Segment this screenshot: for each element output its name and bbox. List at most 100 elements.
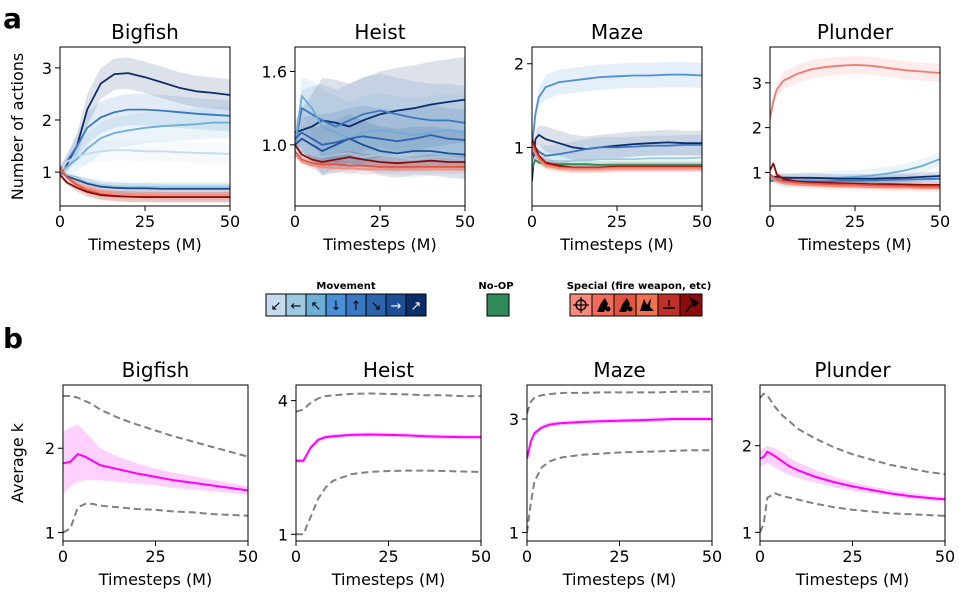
y-tick-label: 1 (42, 163, 52, 182)
legend-noop-swatch (486, 293, 510, 317)
panel-label-a: a (3, 2, 22, 35)
legend-movement-arrow: ↓ (331, 299, 342, 314)
explosion-icon (640, 298, 654, 311)
x-tick-label: 50 (471, 547, 491, 566)
x-tick-label: 0 (58, 547, 68, 566)
panel-label-b: b (3, 322, 23, 355)
series-line (295, 144, 465, 165)
series-line-min (296, 469, 481, 536)
x-axis-label: Timesteps (M) (562, 570, 676, 589)
chart-title: Maze (591, 20, 643, 44)
y-tick-label: 3 (752, 74, 762, 93)
series-band (532, 62, 702, 151)
x-tick-label: 50 (692, 212, 712, 231)
series-line (60, 121, 230, 173)
x-axis-label: Timesteps (M) (322, 235, 436, 254)
chart-title: Heist (354, 20, 405, 44)
series-band (532, 125, 702, 184)
x-tick-label: 25 (145, 547, 165, 566)
series-line (295, 131, 465, 146)
legend-movement-arrow: ↘ (371, 299, 382, 314)
series-line (295, 95, 465, 145)
series-line (532, 146, 702, 171)
x-tick-label: 50 (930, 212, 950, 231)
series-line (295, 153, 465, 171)
plot-area (527, 390, 712, 533)
x-tick-label: 25 (609, 547, 629, 566)
y-tick-label: 2 (42, 111, 52, 130)
x-axis-label: Timesteps (M) (98, 570, 212, 589)
series-line (60, 174, 230, 199)
chart-plunder-actions: 0 25 50 1 2 3 Plunder Timesteps (M) (752, 20, 950, 254)
y-tick-label: 1 (45, 524, 55, 543)
axes-frame (526, 384, 713, 542)
x-tick-label: 0 (291, 547, 301, 566)
legend-special-swatches (569, 293, 703, 317)
legend-special-label: Special (fire weapon, etc) (567, 281, 712, 292)
chart-bigfish-average-k: 0 25 50 1 2 Bigfish Timesteps (M) Average k (8, 358, 258, 589)
y-tick-label: 1 (509, 523, 519, 542)
x-tick-label: 0 (55, 212, 65, 231)
series-line-max (296, 392, 481, 413)
plot-area (63, 395, 248, 534)
legend-movement-arrow: ↖ (311, 299, 322, 314)
series-line (295, 137, 465, 156)
x-tick-label: 0 (290, 212, 300, 231)
chart-title: Heist (363, 358, 414, 382)
x-tick-label: 0 (527, 212, 537, 231)
x-tick-label: 25 (845, 212, 865, 231)
axes-frame (295, 384, 482, 542)
chart-heist-average-k: 0 25 50 1 4 Heist Timesteps (M) (278, 358, 491, 589)
series-line (770, 64, 940, 119)
y-tick-label: 1 (278, 525, 288, 544)
chart-title: Bigfish (122, 358, 190, 382)
y-tick-label: 3 (509, 410, 519, 429)
series-line-min (760, 492, 945, 533)
series-line-mean (63, 453, 248, 492)
y-tick-label: 3 (42, 59, 52, 78)
x-axis-label: Timesteps (M) (797, 235, 911, 254)
series-line (532, 143, 702, 157)
x-tick-label: 25 (370, 212, 390, 231)
series-line (532, 73, 702, 148)
charts: 0 25 50 1 2 3 Bigfish Timesteps (M) Number of ac… (8, 20, 955, 589)
x-tick-label: 0 (755, 547, 765, 566)
minus-plus-icon (663, 300, 675, 309)
y-tick-label: 2 (752, 119, 762, 138)
x-tick-label: 25 (378, 547, 398, 566)
y-tick-label: 1 (752, 163, 762, 182)
series-line (60, 171, 230, 190)
x-axis-label: Timesteps (M) (87, 235, 201, 254)
x-tick-label: 50 (220, 212, 240, 231)
series-band (63, 424, 248, 495)
chart-plunder-average-k: 0 25 50 1 2 Plunder Timesteps (M) (742, 358, 955, 589)
series-band (60, 57, 230, 174)
legend-movement-arrow: ← (291, 299, 302, 314)
series-line-min (527, 449, 712, 533)
series-line-min (63, 502, 248, 534)
chart-title: Plunder (814, 358, 891, 382)
series-band (60, 93, 230, 176)
series-band (295, 143, 465, 170)
legend-movement-label: Movement (316, 281, 375, 292)
chart-title: Plunder (817, 20, 894, 44)
series-line (60, 108, 230, 173)
series-line (60, 149, 230, 173)
plot-area (296, 392, 481, 536)
series-line-max (63, 395, 248, 458)
y-tick-label: 1.6 (262, 62, 287, 81)
series-line (770, 175, 940, 180)
chart-title: Bigfish (111, 20, 179, 44)
series-line (60, 171, 230, 188)
x-axis-label: Timesteps (M) (795, 570, 909, 589)
x-tick-label: 0 (522, 547, 532, 566)
axe-icon (685, 297, 700, 313)
chart-maze-actions: 0 25 50 1 2 Maze Timesteps (M) (514, 20, 712, 254)
series-line-max (760, 392, 945, 476)
y-tick-label: 4 (278, 392, 288, 411)
x-axis-label: Timesteps (M) (331, 570, 445, 589)
x-tick-label: 50 (702, 547, 722, 566)
chart-bigfish-actions: 0 25 50 1 2 3 Bigfish Timesteps (M) Number of ac… (8, 20, 240, 254)
x-tick-label: 50 (238, 547, 258, 566)
